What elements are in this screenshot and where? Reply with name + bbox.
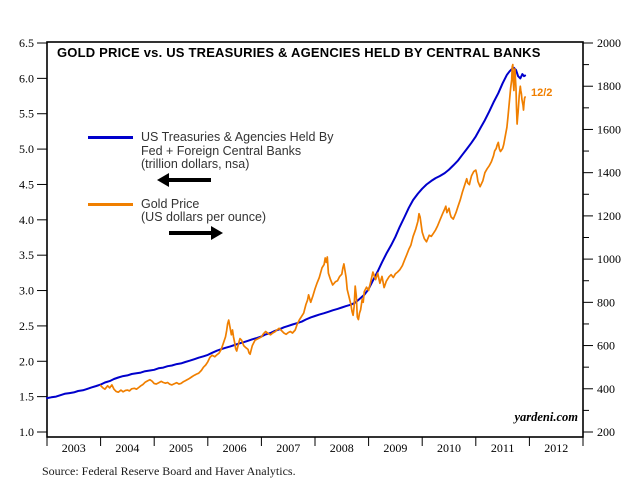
legend: US Treasuries & Agencies Held By Fed + F… [88, 130, 334, 240]
left-axis-tick-label: 2.0 [19, 354, 34, 368]
right-axis-tick-label: 1400 [597, 166, 621, 180]
treasuries-label-line2: Fed + Foreign Central Banks [141, 143, 302, 158]
left-axis-tick-label: 6.0 [19, 71, 34, 85]
x-axis-year-label: 2006 [223, 441, 247, 455]
left-axis-tick-label: 3.5 [19, 248, 34, 262]
source-note: Source: Federal Reserve Board and Haver … [42, 464, 296, 478]
gold-label-line1: Gold Price [141, 196, 200, 211]
gold-legend-text: Gold Price (US dollars per ounce) [141, 196, 267, 240]
right-axis-tick-label: 200 [597, 425, 615, 439]
x-axis-year-label: 2005 [169, 441, 193, 455]
right-axis-tick-label: 400 [597, 382, 615, 396]
x-axis-year-label: 2011 [491, 441, 515, 455]
left-axis-tick-label: 3.0 [19, 284, 34, 298]
right-axis-tick-label: 1000 [597, 252, 621, 266]
arrow-left-icon [157, 172, 211, 187]
left-axis-tick-label: 5.5 [19, 107, 34, 121]
x-axis-year-label: 2010 [437, 441, 461, 455]
x-axis-year-label: 2003 [62, 441, 86, 455]
treasuries-line-swatch [88, 136, 133, 139]
yardeni-watermark: yardeni.com [514, 410, 578, 424]
gold-line-swatch [88, 202, 133, 206]
plot-border [46, 41, 584, 438]
right-axis-tick-label: 2000 [597, 36, 621, 50]
gold-price-line [99, 63, 526, 394]
treasuries-legend-text: US Treasuries & Agencies Held By Fed + F… [141, 130, 334, 187]
x-axis-year-label: 2008 [330, 441, 354, 455]
latest-date-annotation: 12/2 [531, 87, 553, 99]
arrow-right-icon [169, 225, 223, 240]
legend-item-gold: Gold Price (US dollars per ounce) [88, 196, 333, 240]
x-axis-year-label: 2009 [383, 441, 407, 455]
left-axis-tick-label: 6.5 [19, 36, 34, 50]
legend-item-treasuries: US Treasuries & Agencies Held By Fed + F… [88, 130, 334, 187]
treasuries-label-line1: US Treasuries & Agencies Held By [141, 130, 334, 144]
right-axis-tick-label: 1600 [597, 122, 621, 136]
left-axis-tick-label: 5.0 [19, 142, 34, 156]
right-axis-tick-label: 1200 [597, 209, 621, 223]
left-axis-tick-label: 1.0 [19, 425, 34, 439]
right-axis-tick-label: 1800 [597, 79, 621, 93]
right-axis-tick-label: 600 [597, 339, 615, 353]
left-axis-tick-label: 4.5 [19, 177, 34, 191]
right-axis-tick-label: 800 [597, 295, 615, 309]
gold-label-line2: (US dollars per ounce) [141, 210, 267, 224]
left-axis-tick-label: 1.5 [19, 390, 34, 404]
left-axis-tick-label: 4.0 [19, 213, 34, 227]
x-axis-year-label: 2007 [276, 441, 300, 455]
left-axis-tick-label: 2.5 [19, 319, 34, 333]
x-axis-year-label: 2004 [115, 441, 139, 455]
chart-title: GOLD PRICE vs. US TREASURIES & AGENCIES … [57, 45, 541, 60]
treasuries-label-line3: (trillion dollars, nsa) [141, 157, 250, 171]
x-axis-year-label: 2012 [544, 441, 568, 455]
